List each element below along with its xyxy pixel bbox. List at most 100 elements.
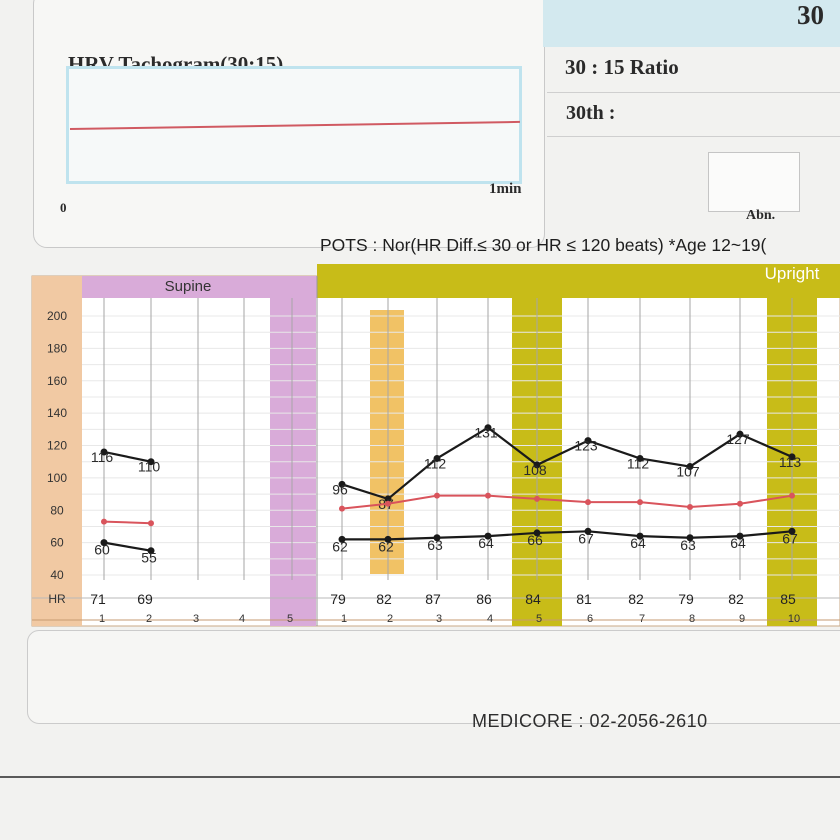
thirtieth-label: 30th :	[566, 102, 616, 124]
upright-min-data-label: 64	[630, 535, 646, 551]
y-tick-label: 100	[47, 471, 67, 485]
upright-max-data-label: 96	[332, 481, 348, 497]
upright-max-data-label: 131	[474, 425, 498, 441]
minute-label: 6	[587, 613, 593, 625]
notes-panel	[27, 630, 840, 724]
upright-mean-point	[385, 500, 391, 507]
upright-min-point	[338, 535, 346, 543]
minute-label: 2	[146, 613, 152, 625]
hr-value: 84	[525, 591, 541, 607]
y-tick-label: 140	[47, 406, 67, 420]
upright-max-point	[686, 463, 694, 471]
supine-min-data-label: 60	[94, 542, 110, 558]
hr-value: 86	[476, 591, 492, 607]
supine-max-point	[100, 448, 108, 456]
hr-value: 81	[576, 591, 592, 607]
hr-row-label: HR	[48, 592, 66, 606]
upright-mean-point	[687, 504, 693, 511]
hr-value: 87	[425, 591, 441, 607]
upright-min-point	[736, 532, 744, 540]
tachogram-plot	[66, 66, 522, 184]
supine-header	[82, 276, 317, 298]
hr-value: 82	[628, 591, 644, 607]
upright-min-point	[788, 527, 796, 535]
y-tick-label: 160	[47, 374, 67, 388]
abnormal-box	[708, 152, 800, 212]
upright-mean-line	[341, 494, 793, 510]
abnormal-label: Abn.	[746, 208, 776, 223]
supine-min-point	[147, 547, 155, 555]
supine-min-point	[100, 539, 108, 547]
upright-max-data-label: 113	[779, 454, 802, 470]
upright-min-point	[686, 534, 694, 542]
tachogram-x-end: 1min	[489, 181, 522, 197]
hr-value: 85	[780, 591, 796, 607]
y-axis-band	[32, 276, 82, 626]
hr-value: 79	[330, 591, 346, 607]
supine-label: Supine	[165, 278, 212, 295]
upright-max-point	[533, 461, 541, 469]
y-tick-label: 180	[47, 341, 67, 355]
footer-company: MEDICORE : 02-2056-2610	[472, 711, 708, 731]
minute-label: 5	[287, 613, 293, 625]
upright-min-point	[484, 532, 492, 540]
supine-min-data-label: 55	[141, 550, 157, 566]
ratio-number: 30	[797, 0, 824, 30]
y-tick-label: 60	[50, 536, 64, 550]
upright-max-point	[433, 454, 441, 462]
upright-mean-point	[534, 495, 540, 502]
upright-min-data-label: 64	[478, 535, 494, 551]
pots-criteria: POTS : Nor(HR Diff.≤ 30 or HR ≤ 120 beat…	[320, 235, 767, 255]
supine-max-data-label: 116	[91, 449, 114, 465]
ratio-label: 30 : 15 Ratio	[565, 55, 679, 79]
upright-min-data-label: 63	[427, 537, 443, 553]
upright-max-point	[484, 424, 492, 432]
upright-max-line	[341, 426, 793, 501]
supine-mean-point	[101, 518, 107, 525]
minute-label: 5	[536, 613, 542, 625]
y-tick-label: 120	[47, 439, 67, 453]
hr-value: 79	[678, 591, 694, 607]
supine-max-data-label: 110	[138, 459, 161, 475]
hr-value: 82	[376, 591, 392, 607]
supine-max-line	[103, 450, 152, 463]
upright-min-line	[342, 530, 793, 541]
y-tick-label: 80	[50, 503, 64, 517]
minute-label: 2	[387, 613, 393, 625]
supine-min-line	[103, 541, 152, 552]
upright-mean-point	[485, 492, 491, 499]
supine-max-point	[147, 458, 155, 466]
minute-label: 9	[739, 613, 745, 625]
minute-label: 4	[487, 613, 493, 625]
hr-value: 71	[90, 591, 106, 607]
minute-label: 4	[239, 613, 245, 625]
upright-min-point	[636, 532, 644, 540]
upright-marker-column	[370, 310, 404, 574]
upright-mean-point	[434, 492, 440, 499]
ratio-divider	[547, 92, 840, 93]
minute-label: 1	[99, 613, 105, 625]
chart-background	[31, 275, 840, 627]
upright-mean-point	[637, 499, 643, 506]
upright-mean-point	[585, 499, 591, 506]
ratio-header-box	[543, 0, 840, 47]
upright-max-point	[338, 480, 346, 488]
hr-value: 69	[137, 591, 153, 607]
y-tick-label: 200	[47, 309, 67, 323]
minute-label: 10	[788, 613, 800, 625]
upright-min-point	[584, 527, 592, 535]
upright-max-data-label: 112	[627, 455, 650, 471]
upright-mean-point	[789, 492, 795, 499]
minute-label: 7	[639, 613, 645, 625]
upright-label: Upright	[765, 264, 820, 283]
upright-min-data-label: 62	[378, 538, 394, 554]
upright-mean-point	[737, 500, 743, 507]
supine-mean-point	[148, 520, 154, 527]
footer-rule	[0, 776, 840, 778]
upright-min-point	[533, 529, 541, 537]
upright-max-data-label: 123	[574, 438, 598, 454]
upright-max-point	[636, 454, 644, 462]
minute-label: 3	[436, 613, 442, 625]
upright-max-data-label: 108	[523, 462, 547, 478]
